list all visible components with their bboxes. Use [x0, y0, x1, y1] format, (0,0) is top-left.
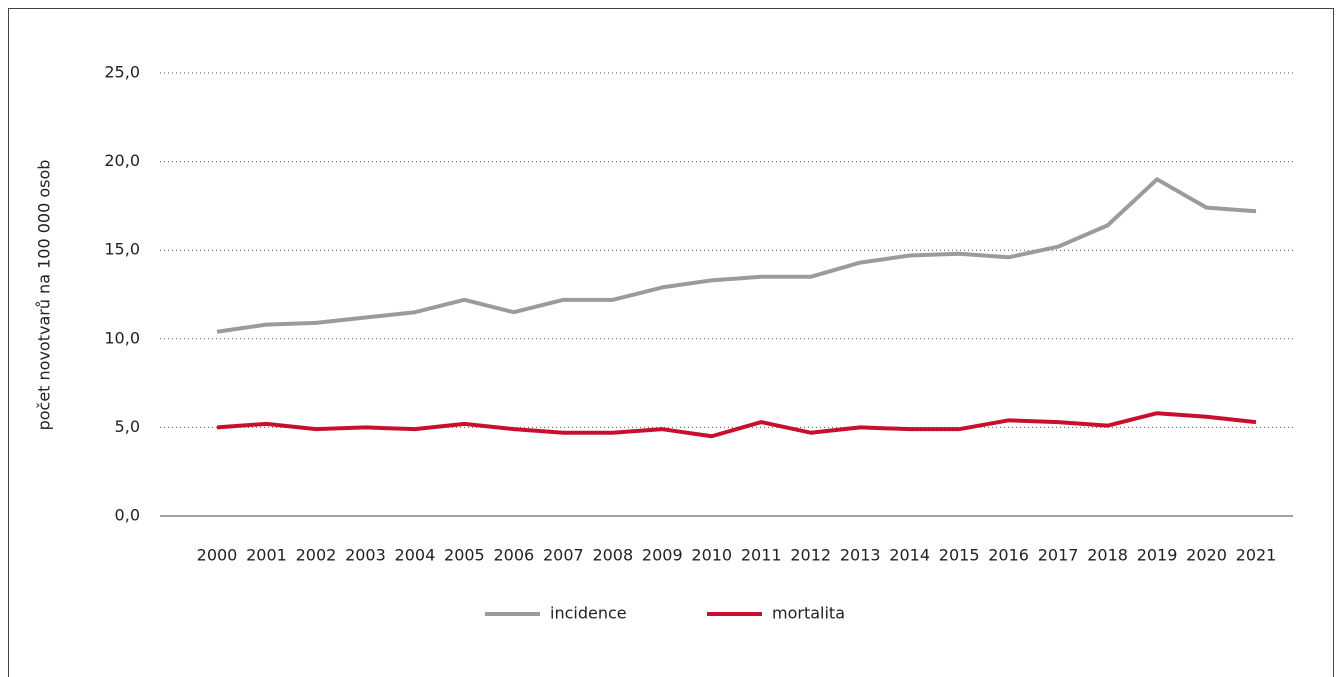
x-tick-label: 2012: [790, 546, 831, 565]
y-tick-label: 10,0: [104, 328, 140, 347]
x-tick-label: 2003: [345, 546, 386, 565]
x-tick-label: 2010: [691, 546, 732, 565]
x-tick-label: 2014: [889, 546, 930, 565]
series-line: [216, 177, 1257, 334]
x-tick-label: 2001: [246, 546, 287, 565]
x-tick-label: 2002: [296, 546, 337, 565]
legend-label: incidence: [550, 604, 627, 623]
x-tick-label: 2000: [197, 546, 238, 565]
frame: [8, 8, 1334, 677]
x-tick-label: 2007: [543, 546, 584, 565]
y-tick-label: 15,0: [104, 240, 140, 259]
series-line: [216, 411, 1257, 439]
x-tick-label: 2008: [592, 546, 633, 565]
x-tick-label: 2021: [1236, 546, 1277, 565]
x-tick-label: 2015: [939, 546, 980, 565]
x-tick-label: 2019: [1137, 546, 1178, 565]
x-tick-label: 2005: [444, 546, 485, 565]
y-tick-label: 25,0: [104, 63, 140, 82]
legend-label: mortalita: [772, 604, 845, 623]
x-tick-label: 2020: [1186, 546, 1227, 565]
x-tick-label: 2016: [988, 546, 1029, 565]
y-tick-label: 0,0: [115, 506, 140, 525]
x-tick-label: 2009: [642, 546, 683, 565]
x-tick-label: 2013: [840, 546, 881, 565]
x-tick-label: 2006: [493, 546, 534, 565]
y-tick-label: 20,0: [104, 151, 140, 170]
y-axis-label: počet novotvarů na 100 000 osob: [35, 160, 54, 431]
y-tick-label: 5,0: [115, 417, 140, 436]
x-tick-label: 2017: [1038, 546, 1079, 565]
x-tick-label: 2018: [1087, 546, 1128, 565]
x-tick-label: 2004: [395, 546, 436, 565]
x-tick-label: 2011: [741, 546, 782, 565]
